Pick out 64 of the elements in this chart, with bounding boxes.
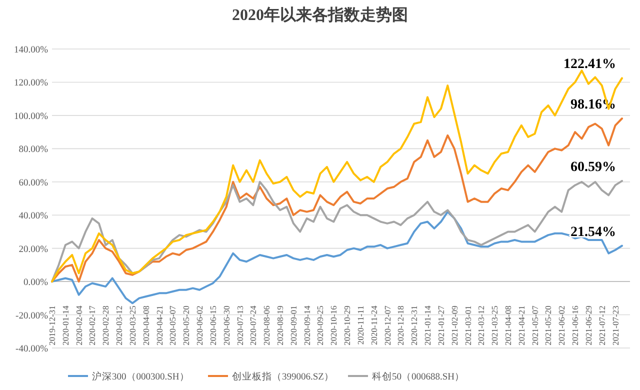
x-tick-label: 2021-01-14: [422, 304, 433, 346]
y-tick-label: 80.00%: [18, 145, 48, 156]
x-tick-label: 2021-05-20: [543, 306, 554, 346]
x-tick-label: 2020-03-12: [114, 306, 124, 346]
x-tick-label: 2020-02-28: [100, 306, 111, 346]
chart-title: 2020年以来各指数走势图: [232, 6, 408, 24]
data-label: 122.41%: [564, 57, 616, 72]
x-tick-label: 2021-06-29: [583, 306, 594, 346]
x-tick-label: 2020-04-08: [140, 306, 151, 346]
x-tick-label: 2020-06-30: [221, 306, 232, 346]
x-tick-label: 2021-07-23: [610, 306, 620, 346]
x-tick-label: 2020-06-15: [208, 306, 218, 346]
data-label: 60.59%: [570, 160, 616, 175]
x-tick-label: 2020-11-24: [368, 304, 379, 345]
y-tick-label: 20.00%: [18, 244, 48, 255]
x-tick-label: 2020-09-25: [315, 306, 326, 346]
x-tick-label: 2020-07-24: [248, 304, 258, 346]
y-tick-label: 40.00%: [18, 212, 48, 222]
x-tick-label: 2020-07-13: [234, 306, 245, 346]
x-tick-label: 2020-08-19: [275, 306, 285, 346]
y-tick-label: 0.00%: [23, 278, 48, 288]
x-tick-label: 2020-05-20: [181, 306, 192, 346]
y-tick-label: 60.00%: [18, 178, 48, 188]
legend-label: 创业板指（399006.SZ）: [232, 370, 334, 382]
y-tick-label: 100.00%: [14, 112, 48, 122]
x-tick-label: 2020-12-07: [382, 306, 392, 346]
x-tick-label: 2020-04-21: [154, 306, 164, 346]
x-tick-label: 2021-06-02: [556, 306, 567, 346]
x-tick-label: 2021-04-08: [503, 306, 513, 346]
x-tick-label: 2021-06-16: [570, 306, 580, 346]
x-tick-label: 2021-01-27: [436, 306, 446, 346]
x-tick-label: 2020-02-17: [87, 306, 98, 346]
y-tick-label: -40.00%: [16, 344, 48, 354]
x-tick-label: 2021-02-09: [449, 306, 460, 346]
y-tick-label: -20.00%: [16, 311, 48, 322]
x-tick-label: 2019-12-31: [47, 306, 57, 346]
x-tick-label: 2020-08-06: [262, 306, 272, 346]
x-tick-label: 2020-11-11: [355, 306, 366, 345]
x-tick-label: 2020-01-14: [60, 304, 70, 346]
x-tick-label: 2021-04-21: [516, 306, 526, 346]
x-tick-label: 2021-05-07: [530, 306, 540, 346]
line-series: [51, 70, 623, 283]
line-series: [51, 180, 623, 283]
legend-label: 沪深300（000300.SH）: [92, 370, 190, 382]
x-tick-label: 2020-09-14: [302, 304, 312, 346]
x-tick-label: 2020-10-16: [328, 306, 339, 346]
x-tick-label: 2021-03-01: [462, 306, 473, 346]
x-tick-label: 2020-03-25: [127, 306, 138, 346]
line-series: [51, 118, 623, 283]
legend-label: 科创50（000688.SH）: [372, 370, 465, 382]
x-tick-label: 2021-07-12: [596, 306, 607, 346]
line-series: [51, 210, 623, 304]
x-tick-label: 2021-03-25: [490, 306, 500, 346]
data-label: 21.54%: [570, 224, 616, 240]
x-tick-label: 2020-05-07: [168, 306, 178, 346]
y-tick-label: 140.00%: [14, 46, 48, 56]
x-tick-label: 2021-03-12: [476, 306, 486, 346]
y-tick-label: 120.00%: [14, 78, 48, 89]
x-tick-label: 2020-12-18: [396, 306, 406, 346]
x-tick-label: 2020-09-01: [288, 306, 298, 346]
x-tick-label: 2020-10-29: [342, 306, 352, 346]
x-tick-label: 2020-02-04: [74, 304, 84, 346]
x-tick-label: 2020-12-31: [409, 306, 420, 346]
x-tick-label: 2020-06-02: [194, 306, 205, 346]
